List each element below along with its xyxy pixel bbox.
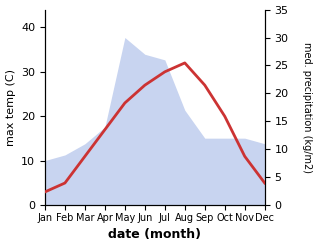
Y-axis label: med. precipitation (kg/m2): med. precipitation (kg/m2)	[302, 42, 313, 173]
X-axis label: date (month): date (month)	[108, 228, 201, 242]
Y-axis label: max temp (C): max temp (C)	[5, 69, 16, 146]
